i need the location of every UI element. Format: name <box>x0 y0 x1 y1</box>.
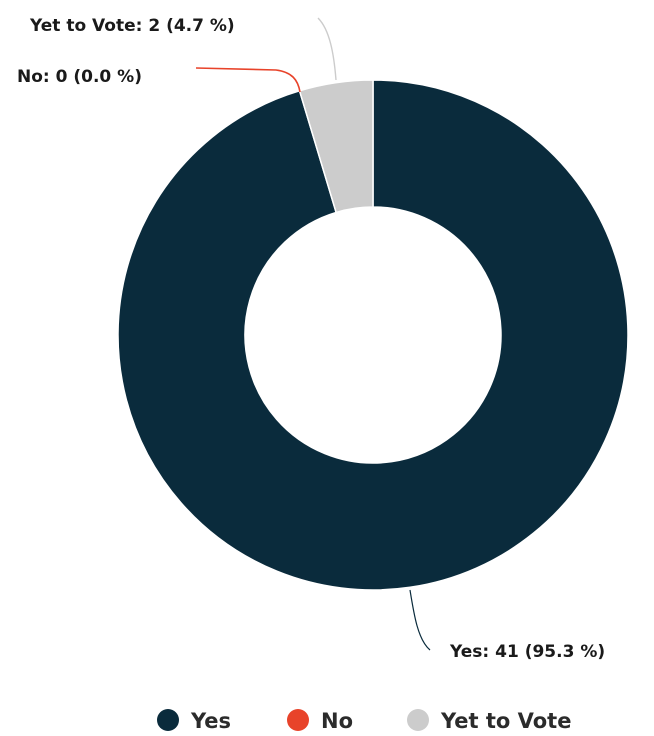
callout-label-yes: Yes: 41 (95.3 %) <box>449 642 605 662</box>
legend-item-yes[interactable]: Yes <box>157 709 231 733</box>
legend: Yes No Yet to Vote <box>157 709 571 733</box>
donut-slices <box>117 79 629 591</box>
slice-yes[interactable] <box>117 79 629 591</box>
slice-yet-to-vote[interactable] <box>298 79 374 214</box>
callout-label-no: No: 0 (0.0 %) <box>17 67 142 87</box>
legend-item-yet-to-vote[interactable]: Yet to Vote <box>407 709 571 733</box>
legend-marker-no <box>287 709 309 731</box>
legend-label-yet-to-vote: Yet to Vote <box>440 709 571 733</box>
legend-marker-yet-to-vote <box>407 709 429 731</box>
legend-label-yes: Yes <box>190 709 231 733</box>
callout-line-yes <box>409 589 431 651</box>
legend-label-no: No <box>321 709 353 733</box>
legend-marker-yes <box>157 709 179 731</box>
callout-label-yet-to-vote: Yet to Vote: 2 (4.7 %) <box>29 16 235 36</box>
callout-line-yet-to-vote <box>317 17 337 81</box>
callout-line-no <box>195 67 301 93</box>
legend-item-no[interactable]: No <box>287 709 353 733</box>
